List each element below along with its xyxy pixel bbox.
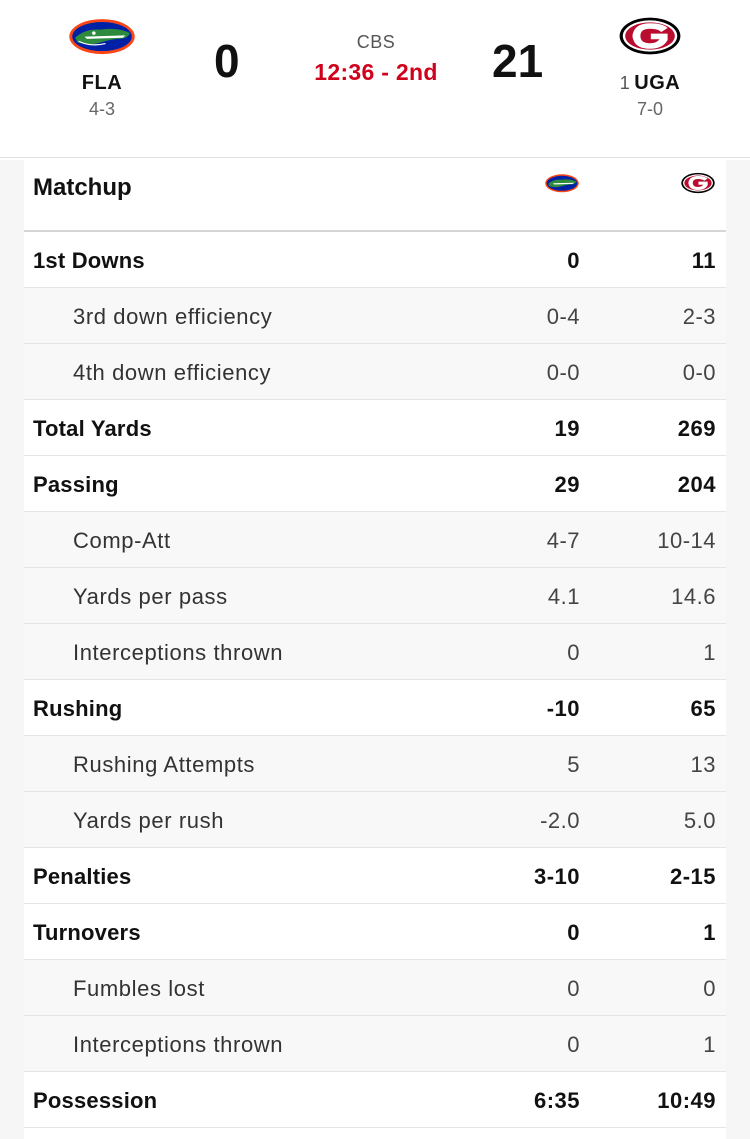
game-clock: 12:36 - 2nd	[314, 59, 438, 85]
stat-home-value: -2.0	[540, 808, 580, 833]
matchup-header: Matchup	[24, 160, 726, 232]
stat-away-value: 1	[703, 920, 716, 945]
away-team-rank: 1	[619, 73, 631, 93]
stat-label: 3rd down efficiency	[73, 304, 273, 329]
stat-home-value: 0-0	[546, 360, 580, 385]
stat-home-value: 4-7	[546, 528, 580, 553]
stat-away-value: 5.0	[683, 808, 716, 833]
away-score: 21	[492, 35, 544, 87]
home-team-record: 4-3	[88, 99, 115, 119]
stat-row: Yards per rush -2.0 5.0	[24, 792, 726, 848]
stat-row: Turnovers 0 1	[24, 904, 726, 960]
stat-row: Yards per pass 4.1 14.6	[24, 568, 726, 624]
stat-home-value: 0	[567, 1032, 580, 1057]
stat-away-value: 269	[677, 416, 716, 441]
stat-label: 4th down efficiency	[73, 360, 272, 385]
home-team-abbr: FLA	[81, 72, 123, 94]
stat-label: Possession	[33, 1088, 158, 1113]
stat-away-value: 10-14	[657, 528, 716, 553]
stat-away-value: 2-15	[669, 864, 716, 889]
stat-row: Rushing Attempts 5 13	[24, 736, 726, 792]
stat-away-value: 0-0	[682, 360, 716, 385]
stat-home-value: 0	[567, 640, 580, 665]
stat-row: Rushing -10 65	[24, 680, 726, 736]
stat-away-value: 0	[703, 976, 716, 1001]
stat-row: 4th down efficiency 0-0 0-0	[24, 344, 726, 400]
stat-row: 1st Downs 0 11	[24, 232, 726, 288]
stat-label: Fumbles lost	[73, 976, 205, 1001]
stat-label: Yards per pass	[73, 584, 228, 609]
stat-row: Fumbles lost 0 0	[24, 960, 726, 1016]
stat-label: Interceptions thrown	[73, 1032, 284, 1057]
stat-away-value: 204	[677, 472, 716, 497]
georgia-g-column-icon	[681, 172, 715, 194]
game-status: CBS 12:36 - 2nd	[276, 32, 476, 86]
stat-home-value: 0	[567, 976, 580, 1001]
stat-away-value: 1	[703, 1032, 716, 1057]
gator-column-icon	[545, 174, 579, 193]
gator-logo-icon	[69, 19, 135, 55]
stat-row: Passing 29 204	[24, 456, 726, 512]
stat-row: Interceptions thrown 0 1	[24, 1016, 726, 1072]
away-team-record: 7-0	[636, 99, 663, 119]
home-team[interactable]: FLA 4-3	[42, 14, 162, 120]
stat-home-value: 19	[554, 416, 580, 441]
away-team-abbr-text: UGA	[634, 72, 681, 94]
stat-row: 3rd down efficiency 0-4 2-3	[24, 288, 726, 344]
stat-home-value: 3-10	[533, 864, 580, 889]
stat-row: Possession 6:35 10:49	[24, 1072, 726, 1128]
stat-away-value: 14.6	[671, 584, 716, 609]
stat-label: Yards per rush	[73, 808, 225, 833]
stat-label: Rushing Attempts	[73, 752, 256, 777]
stat-away-value: 65	[690, 696, 716, 721]
stat-table: 1st Downs 0 11 3rd down efficiency 0-4 2-3 4th…	[24, 232, 726, 1128]
stat-row: Penalties 3-10 2-15	[24, 848, 726, 904]
stat-label: Rushing	[33, 696, 123, 721]
stat-home-value: 5	[567, 752, 580, 777]
stat-label: Passing	[33, 472, 119, 497]
stat-away-value: 10:49	[657, 1088, 716, 1113]
scoreboard: FLA 4-3 0 CBS 12:36 - 2nd 21 1 UGA 7-0	[0, 0, 750, 158]
home-score: 0	[214, 35, 240, 87]
broadcast-network: CBS	[356, 32, 396, 52]
stat-label: Turnovers	[33, 920, 141, 945]
georgia-g-logo-icon	[619, 17, 681, 55]
matchup-panel: Matchup 1st Downs 0 11 3rd down efficiency 0…	[0, 160, 750, 1139]
stat-away-value: 11	[691, 248, 716, 273]
stat-label: Comp-Att	[73, 528, 171, 553]
stat-home-value: -10	[546, 696, 580, 721]
stat-label: Interceptions thrown	[73, 640, 284, 665]
stat-home-value: 29	[554, 472, 580, 497]
stat-away-value: 13	[690, 752, 716, 777]
stat-row: Total Yards 19 269	[24, 400, 726, 456]
stat-home-value: 0	[567, 920, 580, 945]
stat-home-value: 6:35	[533, 1088, 580, 1113]
matchup-card: Matchup 1st Downs 0 11 3rd down efficiency 0…	[24, 160, 726, 1139]
stat-label: Penalties	[33, 864, 132, 889]
stat-away-value: 1	[703, 640, 716, 665]
stat-row: Comp-Att 4-7 10-14	[24, 512, 726, 568]
stat-home-value: 0-4	[546, 304, 580, 329]
stat-home-value: 0	[567, 248, 580, 273]
stat-home-value: 4.1	[547, 584, 580, 609]
away-team-abbr: 1 UGA	[590, 72, 710, 95]
matchup-title: Matchup	[33, 174, 132, 201]
stat-label: 1st Downs	[33, 248, 145, 273]
away-team[interactable]: 1 UGA 7-0	[590, 14, 710, 120]
stat-away-value: 2-3	[682, 304, 716, 329]
stat-label: Total Yards	[33, 416, 152, 441]
stat-row: Interceptions thrown 0 1	[24, 624, 726, 680]
